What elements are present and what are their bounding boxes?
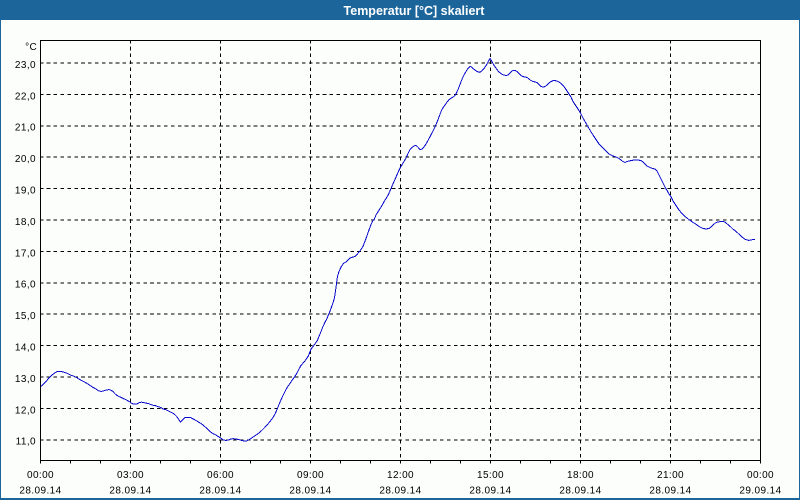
svg-text:21:00: 21:00 [657,470,684,481]
svg-text:00:00: 00:00 [27,470,54,481]
svg-text:°C: °C [25,42,37,53]
svg-text:28.09.14: 28.09.14 [289,486,331,497]
svg-text:28.09.14: 28.09.14 [19,486,61,497]
svg-text:00:00: 00:00 [747,470,774,481]
svg-text:15:00: 15:00 [477,470,504,481]
svg-text:29.09.14: 29.09.14 [739,486,781,497]
svg-text:18:00: 18:00 [567,470,594,481]
svg-text:13,0: 13,0 [15,374,36,385]
svg-text:03:00: 03:00 [117,470,144,481]
svg-text:09:00: 09:00 [297,470,324,481]
svg-text:28.09.14: 28.09.14 [379,486,421,497]
svg-text:14,0: 14,0 [15,343,36,354]
svg-text:28.09.14: 28.09.14 [649,486,691,497]
svg-text:28.09.14: 28.09.14 [199,486,241,497]
svg-text:28.09.14: 28.09.14 [559,486,601,497]
svg-text:23,0: 23,0 [15,60,36,71]
svg-text:Temperatur [°C] skaliert: Temperatur [°C] skaliert [344,4,486,18]
svg-text:21,0: 21,0 [15,123,36,134]
svg-text:12,0: 12,0 [15,405,36,416]
svg-text:28.09.14: 28.09.14 [109,486,151,497]
svg-text:17,0: 17,0 [15,248,36,259]
svg-text:22,0: 22,0 [15,91,36,102]
svg-text:11,0: 11,0 [16,437,36,448]
svg-text:19,0: 19,0 [15,186,36,197]
svg-text:20,0: 20,0 [15,154,36,165]
svg-text:12:00: 12:00 [387,470,414,481]
svg-text:15,0: 15,0 [15,311,36,322]
svg-text:28.09.14: 28.09.14 [469,486,511,497]
svg-text:16,0: 16,0 [15,280,36,291]
svg-text:18,0: 18,0 [15,217,36,228]
svg-text:06:00: 06:00 [207,470,234,481]
